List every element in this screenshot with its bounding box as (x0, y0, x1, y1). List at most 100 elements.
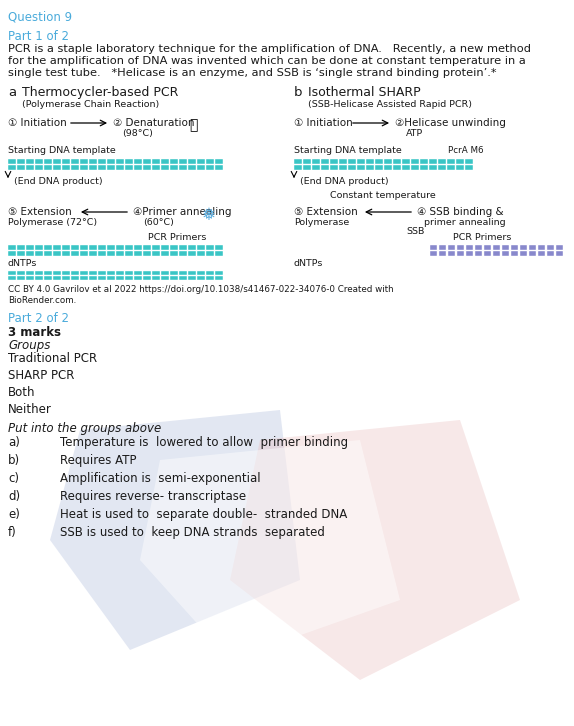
Bar (538, 251, 545, 256)
Bar (179, 276, 187, 280)
Text: primer annealing: primer annealing (424, 218, 506, 227)
Bar (529, 245, 536, 250)
Bar (26, 245, 34, 250)
Bar (71, 276, 79, 280)
Text: Requires reverse- transcriptase: Requires reverse- transcriptase (60, 490, 246, 503)
Text: Traditional PCR: Traditional PCR (8, 352, 97, 365)
Bar (152, 271, 160, 275)
Bar (456, 165, 464, 170)
Bar (357, 159, 365, 164)
Bar (62, 159, 70, 164)
Bar (98, 165, 106, 170)
Bar (44, 165, 52, 170)
Bar (143, 276, 151, 280)
Text: Heat is used to  separate double-  stranded DNA: Heat is used to separate double- strande… (60, 508, 347, 521)
Text: ②Helicase unwinding: ②Helicase unwinding (395, 118, 506, 128)
Bar (116, 251, 124, 256)
Bar (134, 251, 142, 256)
Bar (511, 251, 518, 256)
Bar (384, 165, 392, 170)
Text: Neither: Neither (8, 403, 52, 416)
Bar (466, 245, 473, 250)
Bar (188, 245, 196, 250)
Text: Constant temperature: Constant temperature (330, 191, 436, 200)
Text: Polymerase: Polymerase (294, 218, 349, 227)
Bar (294, 165, 302, 170)
Bar (511, 245, 518, 250)
Text: ② Denaturation: ② Denaturation (113, 118, 195, 128)
Bar (466, 251, 473, 256)
Bar (215, 159, 223, 164)
Bar (98, 159, 106, 164)
Bar (547, 245, 554, 250)
Text: Isothermal SHARP: Isothermal SHARP (308, 86, 421, 99)
Bar (502, 245, 509, 250)
Text: Both: Both (8, 386, 36, 399)
Text: ① Initiation: ① Initiation (294, 118, 353, 128)
Bar (62, 245, 70, 250)
Bar (321, 165, 329, 170)
Text: c): c) (8, 472, 19, 485)
Bar (375, 165, 383, 170)
Bar (438, 159, 446, 164)
Bar (35, 165, 43, 170)
Bar (357, 165, 365, 170)
Bar (179, 271, 187, 275)
Bar (26, 271, 34, 275)
Text: ① Initiation: ① Initiation (8, 118, 67, 128)
Bar (206, 251, 214, 256)
Text: for the amplification of DNA was invented which can be done at constant temperat: for the amplification of DNA was invente… (8, 56, 526, 66)
Bar (107, 271, 115, 275)
Bar (420, 159, 428, 164)
Text: ⑤ Extension: ⑤ Extension (294, 207, 358, 217)
Bar (62, 276, 70, 280)
Bar (170, 165, 178, 170)
Bar (206, 159, 214, 164)
Text: single test tube.   *Helicase is an enzyme, and SSB is ‘single strand binding pr: single test tube. *Helicase is an enzyme… (8, 68, 497, 78)
Text: ④ SSB binding &: ④ SSB binding & (417, 207, 503, 217)
Bar (152, 251, 160, 256)
Bar (215, 271, 223, 275)
Polygon shape (50, 410, 300, 650)
Bar (484, 245, 491, 250)
Bar (457, 251, 464, 256)
Bar (197, 159, 205, 164)
Bar (53, 271, 61, 275)
Bar (179, 245, 187, 250)
Bar (107, 276, 115, 280)
Bar (170, 276, 178, 280)
Bar (429, 165, 437, 170)
Bar (152, 165, 160, 170)
Bar (116, 271, 124, 275)
Text: Part 1 of 2: Part 1 of 2 (8, 30, 69, 43)
Bar (429, 159, 437, 164)
Text: (End DNA product): (End DNA product) (14, 177, 103, 186)
Bar (457, 245, 464, 250)
Bar (303, 159, 311, 164)
Bar (53, 245, 61, 250)
Bar (80, 251, 88, 256)
Bar (17, 251, 25, 256)
Text: Requires ATP: Requires ATP (60, 454, 137, 467)
Text: (SSB-Helicase Assisted Rapid PCR): (SSB-Helicase Assisted Rapid PCR) (308, 100, 472, 109)
Bar (206, 276, 214, 280)
Bar (53, 251, 61, 256)
Bar (312, 165, 320, 170)
Text: BioRender.com.: BioRender.com. (8, 296, 76, 305)
Bar (80, 245, 88, 250)
Bar (125, 245, 133, 250)
Bar (107, 245, 115, 250)
Bar (53, 159, 61, 164)
Bar (35, 159, 43, 164)
Bar (17, 276, 25, 280)
Bar (339, 159, 347, 164)
Bar (215, 276, 223, 280)
Bar (188, 276, 196, 280)
Text: Polymerase (72°C): Polymerase (72°C) (8, 218, 97, 227)
Bar (44, 251, 52, 256)
Bar (98, 276, 106, 280)
Bar (170, 159, 178, 164)
Bar (393, 159, 401, 164)
Bar (161, 251, 169, 256)
Bar (80, 271, 88, 275)
